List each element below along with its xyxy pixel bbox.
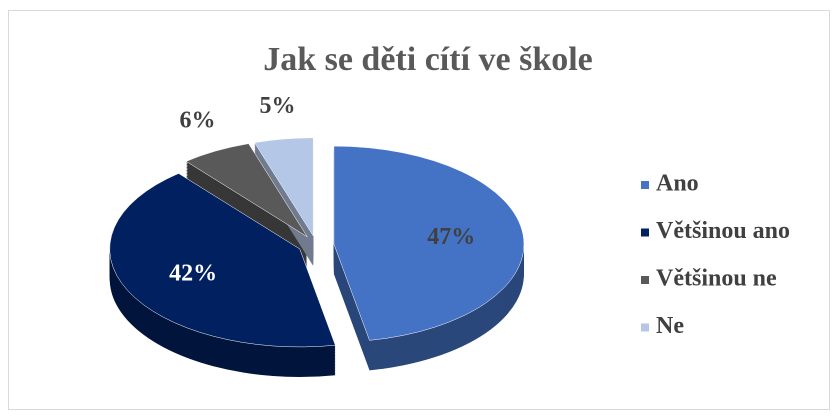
data-label: 6% [179,107,215,133]
data-label: 5% [260,93,296,119]
legend-swatch [641,181,649,189]
legend-label: Ano [656,171,699,197]
legend-swatch [641,323,649,332]
legend-label: Většinou ne [656,266,777,292]
legend-label: Většinou ano [656,218,790,244]
legend-swatch [641,276,649,284]
pie-slice [254,137,314,237]
legend-label: Ne [656,313,684,339]
pie-slice [109,173,336,348]
legend-swatch [641,228,649,237]
data-label: 47% [427,224,475,250]
chart-title: Jak se děti cítí ve škole [263,41,593,78]
data-label: 42% [169,260,217,286]
pie-slice [333,145,525,341]
pie-slice [185,143,308,238]
